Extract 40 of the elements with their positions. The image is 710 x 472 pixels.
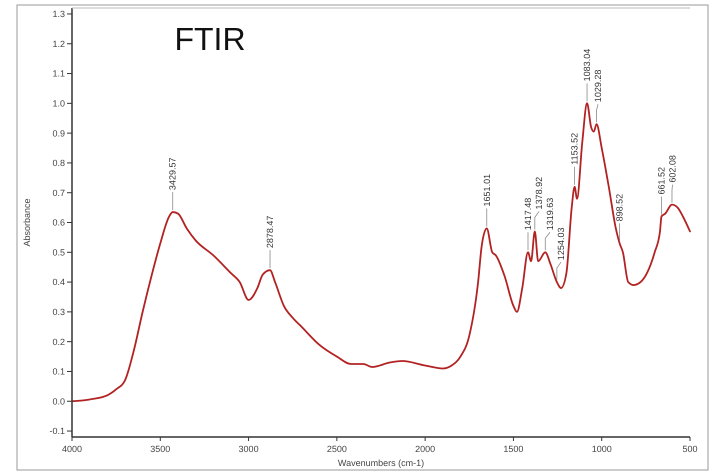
x-tick-label: 4000 [62, 444, 82, 454]
y-tick-label: 0.7 [52, 188, 65, 198]
annotation: 2878.47 [265, 216, 276, 248]
chart-title: FTIR [174, 21, 246, 57]
y-tick-label: 0.5 [52, 247, 65, 258]
annotation: 1254.03 [556, 228, 566, 260]
x-tick-label: 1500 [503, 444, 524, 454]
annotation: 1651.01 [482, 174, 492, 206]
annotation: 1378.92 [534, 176, 544, 210]
y-tick-label: 0.8 [52, 158, 65, 168]
y-tick-label: 0.2 [52, 336, 65, 347]
y-tick-label: 1.1 [52, 68, 65, 79]
y-tick-label: 0.4 [52, 277, 65, 288]
annotation: 1417.48 [523, 198, 533, 230]
y-tick-label: -0.1 [49, 426, 65, 436]
x-tick-label: 1000 [592, 444, 612, 454]
annotation: 1083.04 [582, 48, 592, 82]
annotation: 602.08 [667, 155, 678, 183]
x-tick-label: 3500 [150, 444, 170, 454]
y-axis-title: Absorbance [22, 198, 32, 247]
annotation: 1029.28 [593, 70, 604, 102]
annotation: 1153.52 [570, 132, 580, 165]
x-tick-label: 500 [682, 444, 698, 454]
y-tick-label: 0.6 [52, 218, 65, 228]
line-series [71, 102, 691, 402]
x-axis-title: Wavenumbers (cm-1) [338, 458, 424, 468]
annotation: 3429.57 [168, 158, 178, 190]
x-tick-label: 3000 [238, 444, 259, 454]
annotation: 1319.63 [545, 198, 555, 230]
y-tick-label: 1.0 [52, 98, 65, 108]
annotation: 661.52 [656, 167, 666, 195]
annotation: 898.52 [614, 194, 625, 222]
y-tick-label: 0.1 [52, 366, 65, 377]
y-tick-label: 1.2 [52, 38, 65, 49]
y-tick-label: 0.0 [52, 396, 65, 406]
x-tick-label: 2000 [415, 444, 436, 454]
y-tick-label: 1.3 [52, 9, 65, 20]
y-tick-label: 0.3 [52, 307, 65, 318]
y-tick-label: 0.9 [52, 128, 65, 138]
x-tick-label: 2500 [326, 444, 347, 454]
